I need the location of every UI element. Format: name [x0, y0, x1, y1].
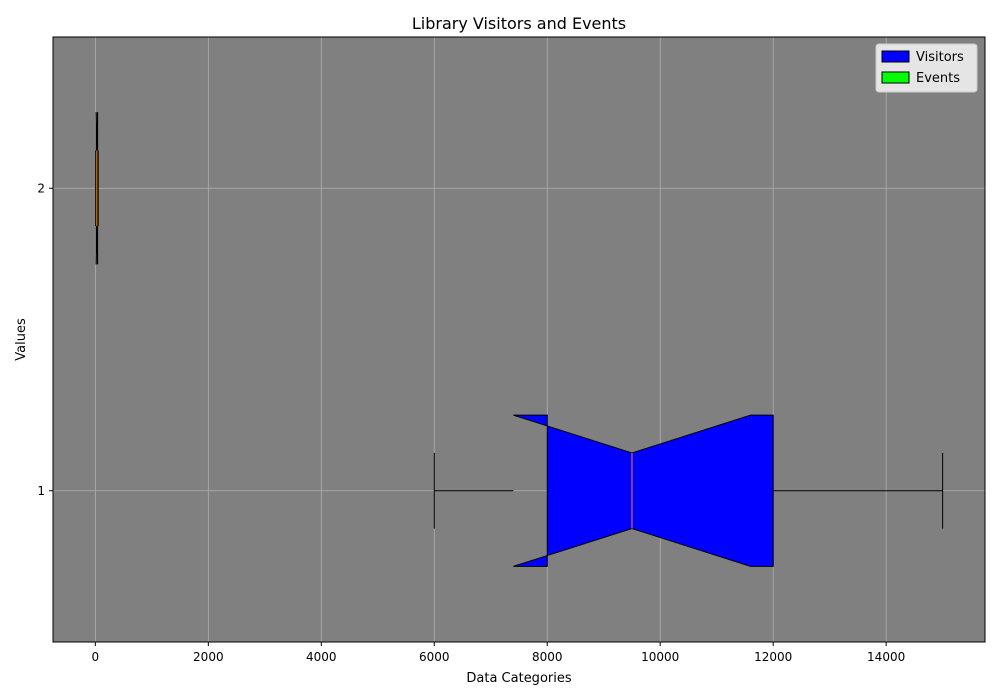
- box-visitors: [433, 414, 944, 567]
- x-tick-label: 2000: [193, 650, 224, 664]
- legend-label: Visitors: [916, 50, 964, 65]
- plot-area: [53, 37, 985, 642]
- x-tick-label: 14000: [867, 650, 905, 664]
- axis-ticks: 0 2000 4000 6000 8000 10000 12000 14000 1 2: [37, 181, 905, 664]
- box-events: [95, 112, 99, 265]
- plot-frame: [52, 36, 986, 643]
- x-axis-label: Data Categories: [466, 671, 571, 686]
- x-tick-label: 4000: [306, 650, 337, 664]
- x-tick-label: 8000: [532, 650, 563, 664]
- legend: Visitors Events: [875, 43, 978, 93]
- x-tick-label: 12000: [754, 650, 792, 664]
- x-tick-label: 6000: [419, 650, 450, 664]
- box-body: [513, 414, 774, 567]
- x-tick-label: 10000: [641, 650, 679, 664]
- legend-swatch: [881, 50, 910, 63]
- y-tick-label: 2: [37, 181, 45, 195]
- legend-label: Events: [916, 71, 960, 86]
- y-axis-label: Values: [14, 318, 29, 361]
- y-tick-label: 1: [37, 484, 45, 498]
- chart-title: Library Visitors and Events: [412, 14, 626, 33]
- x-tick-label: 0: [92, 650, 100, 664]
- legend-swatch: [881, 71, 910, 84]
- box-plots: [95, 112, 944, 567]
